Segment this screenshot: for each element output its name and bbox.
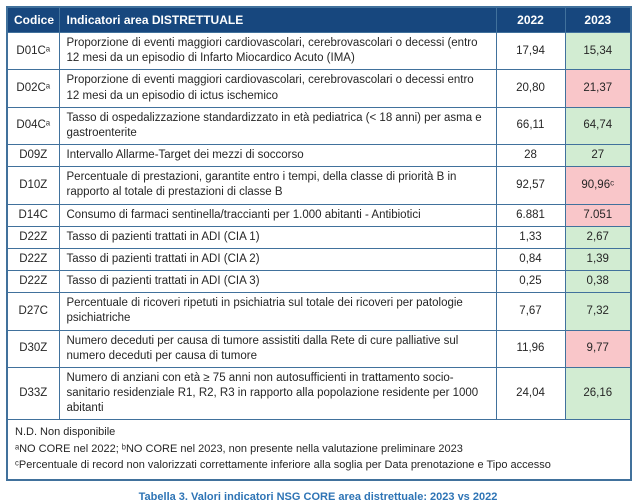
indicator-code: D10Z: [6, 166, 60, 205]
value-2022: 66,11: [495, 106, 566, 146]
table-row: D01Cᵃ Proporzione di eventi maggiori car…: [6, 31, 632, 71]
value-2022: 7,67: [495, 292, 566, 331]
indicator-description: Tasso di pazienti trattati in ADI (CIA 3…: [58, 270, 497, 294]
indicator-code: D02Cᵃ: [6, 69, 60, 108]
indicator-code: D04Cᵃ: [6, 106, 60, 146]
table-row: D27C Percentuale di ricoveri ripetuti in…: [6, 292, 632, 331]
table-row: D10Z Percentuale di prestazioni, garanti…: [6, 166, 632, 205]
value-2022: 92,57: [495, 166, 566, 205]
indicator-description: Proporzione di eventi maggiori cardiovas…: [58, 31, 497, 71]
value-2022: 24,04: [495, 366, 566, 421]
column-header-2022: 2022: [495, 6, 566, 33]
column-header-codice: Codice: [6, 6, 60, 33]
indicator-code: D33Z: [6, 366, 60, 421]
value-2022: 11,96: [495, 329, 566, 368]
table-row: D22Z Tasso di pazienti trattati in ADI (…: [6, 247, 632, 272]
value-2023: 0,38: [564, 270, 632, 294]
table-row: D30Z Numero deceduti per causa di tumore…: [6, 329, 632, 368]
indicator-code: D30Z: [6, 329, 60, 368]
indicator-code: D01Cᵃ: [6, 31, 60, 71]
indicator-description: Tasso di ospedalizzazione standardizzato…: [58, 106, 497, 146]
value-2023: 27: [564, 144, 632, 168]
table-caption: Tabella 3. Valori indicatori NSG CORE ar…: [138, 490, 498, 503]
value-2022: 0,25: [495, 270, 566, 294]
indicator-description: Intervallo Allarme-Target dei mezzi di s…: [58, 144, 497, 168]
indicator-description: Percentuale di prestazioni, garantite en…: [58, 166, 497, 205]
value-2022: 28: [495, 144, 566, 168]
indicator-code: D27C: [6, 292, 60, 331]
value-2022: 20,80: [495, 69, 566, 108]
value-2023: 9,77: [564, 329, 632, 368]
table-notes: N.D. Non disponibile ᵃNO CORE nel 2022; …: [6, 419, 632, 481]
indicator-code: D22Z: [6, 247, 60, 272]
table-row: D02Cᵃ Proporzione di eventi maggiori car…: [6, 69, 632, 108]
value-2023: 21,37: [564, 69, 632, 108]
indicator-code: D09Z: [6, 144, 60, 168]
column-header-2023: 2023: [564, 6, 632, 33]
note-line-c: ᶜPercentuale di record non valorizzati c…: [15, 459, 551, 472]
table-row: D04Cᵃ Tasso di ospedalizzazione standard…: [6, 106, 632, 146]
value-2022: 17,94: [495, 31, 566, 71]
table-row: D33Z Numero di anziani con età ≥ 75 anni…: [6, 366, 632, 421]
header-row: Codice Indicatori area DISTRETTUALE 2022…: [6, 6, 632, 33]
indicator-description: Consumo di farmaci sentinella/traccianti…: [58, 203, 497, 227]
value-2023: 7,32: [564, 292, 632, 331]
table-row: D22Z Tasso di pazienti trattati in ADI (…: [6, 225, 632, 249]
value-2023: 90,96ᶜ: [564, 166, 632, 205]
indicator-description: Proporzione di eventi maggiori cardiovas…: [58, 69, 497, 108]
indicator-code: D14C: [6, 203, 60, 227]
value-2022: 0,84: [495, 247, 566, 272]
indicator-description: Percentuale di ricoveri ripetuti in psic…: [58, 292, 497, 331]
indicators-table: Codice Indicatori area DISTRETTUALE 2022…: [6, 6, 632, 481]
indicator-description: Numero deceduti per causa di tumore assi…: [58, 329, 497, 368]
value-2023: 15,34: [564, 31, 632, 71]
notes-row: N.D. Non disponibile ᵃNO CORE nel 2022; …: [6, 419, 632, 481]
note-line-nd: N.D. Non disponibile: [15, 426, 116, 439]
note-line-a-b: ᵃNO CORE nel 2022; ᵇNO CORE nel 2023, no…: [15, 442, 463, 455]
value-2023: 2,67: [564, 225, 632, 249]
value-2022: 1,33: [495, 225, 566, 249]
value-2023: 26,16: [564, 366, 632, 421]
indicator-code: D22Z: [6, 225, 60, 249]
table-row: D09Z Intervallo Allarme-Target dei mezzi…: [6, 144, 632, 168]
indicator-code: D22Z: [6, 270, 60, 294]
column-header-indicatori: Indicatori area DISTRETTUALE: [58, 6, 497, 33]
value-2023: 1,39: [564, 247, 632, 272]
indicator-description: Numero di anziani con età ≥ 75 anni non …: [58, 366, 497, 421]
table-row: D22Z Tasso di pazienti trattati in ADI (…: [6, 270, 632, 294]
table-row: D14C Consumo di farmaci sentinella/tracc…: [6, 203, 632, 227]
indicator-description: Tasso di pazienti trattati in ADI (CIA 2…: [58, 247, 497, 272]
indicator-description: Tasso di pazienti trattati in ADI (CIA 1…: [58, 225, 497, 249]
value-2023: 7.051: [564, 203, 632, 227]
value-2022: 6.881: [495, 203, 566, 227]
value-2023: 64,74: [564, 106, 632, 146]
